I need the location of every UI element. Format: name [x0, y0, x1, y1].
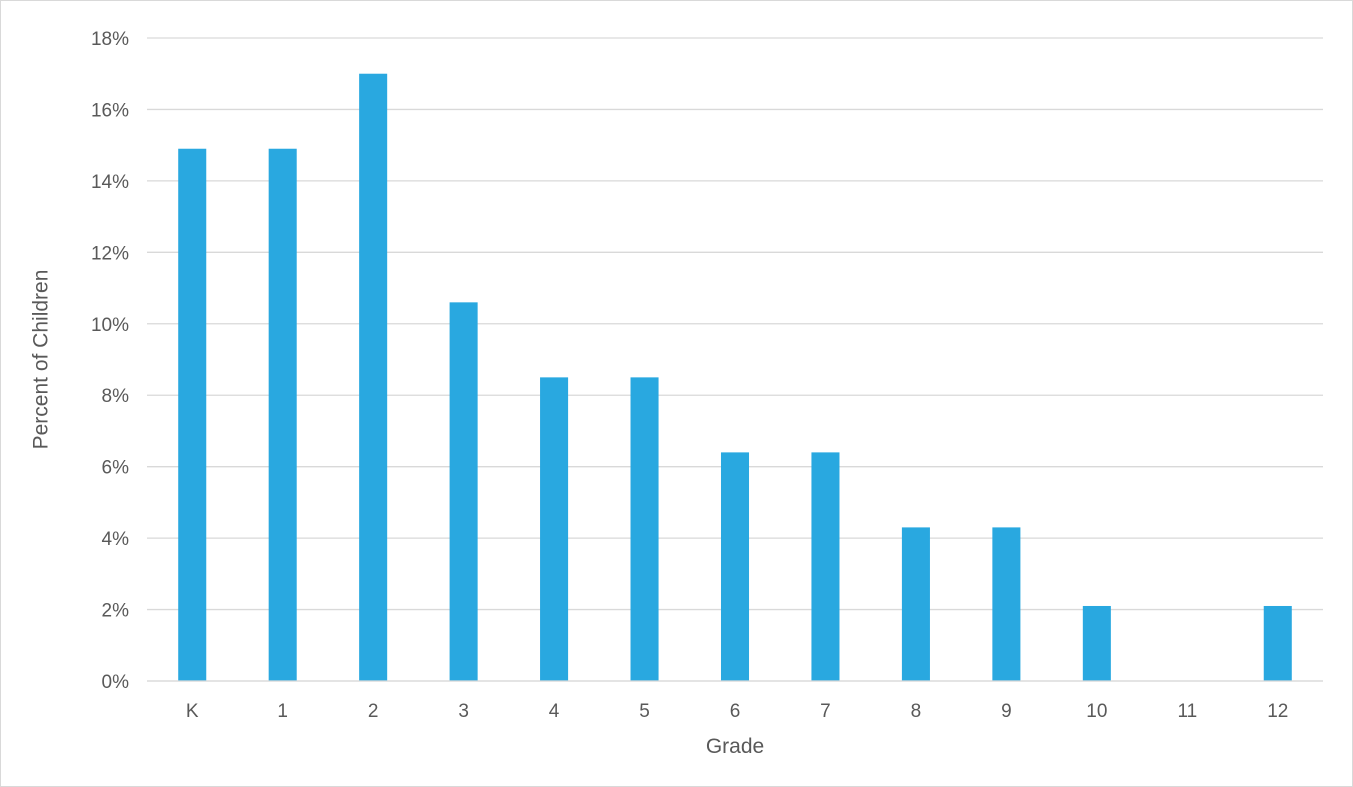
y-tick-label: 14%: [91, 172, 129, 193]
x-tick-label: 5: [639, 701, 650, 722]
x-tick-label: 9: [1001, 701, 1012, 722]
bar-2: [359, 74, 387, 681]
y-tick-label: 4%: [102, 529, 130, 550]
bar-4: [540, 377, 568, 681]
x-tick-label: 1: [277, 701, 288, 722]
y-axis-ticks: 0% 2% 4% 6% 8% 10% 12% 14% 16% 18%: [91, 29, 129, 693]
bar-1: [269, 149, 297, 681]
x-tick-label: 6: [730, 701, 741, 722]
y-tick-label: 18%: [91, 29, 129, 50]
bar-6: [721, 452, 749, 681]
y-tick-label: 12%: [91, 243, 129, 264]
bar-5: [631, 377, 659, 681]
x-tick-label: 7: [820, 701, 831, 722]
x-tick-label: 8: [911, 701, 922, 722]
bar-9: [992, 527, 1020, 681]
y-tick-label: 10%: [91, 315, 129, 336]
bar-7: [811, 452, 839, 681]
bar-K: [178, 149, 206, 681]
bar-8: [902, 527, 930, 681]
y-tick-label: 16%: [91, 100, 129, 121]
bar-10: [1083, 606, 1111, 681]
bar-12: [1264, 606, 1292, 681]
x-tick-label: 10: [1086, 701, 1107, 722]
x-tick-label: 11: [1177, 701, 1197, 722]
x-tick-label: K: [186, 701, 199, 722]
x-tick-label: 2: [368, 701, 379, 722]
y-tick-label: 0%: [102, 672, 130, 693]
y-tick-label: 8%: [102, 386, 130, 407]
x-tick-label: 4: [549, 701, 560, 722]
bars: [147, 74, 1323, 681]
x-tick-label: 12: [1267, 701, 1288, 722]
bar-3: [450, 302, 478, 681]
y-tick-label: 2%: [102, 601, 130, 622]
x-axis-title: Grade: [706, 735, 764, 758]
y-tick-label: 6%: [102, 458, 130, 479]
y-axis-title: Percent of Children: [30, 270, 53, 450]
x-tick-label: 3: [458, 701, 469, 722]
x-axis-ticks: K 1 2 3 4 5 6 7 8 9 10 11 12: [186, 701, 1288, 722]
